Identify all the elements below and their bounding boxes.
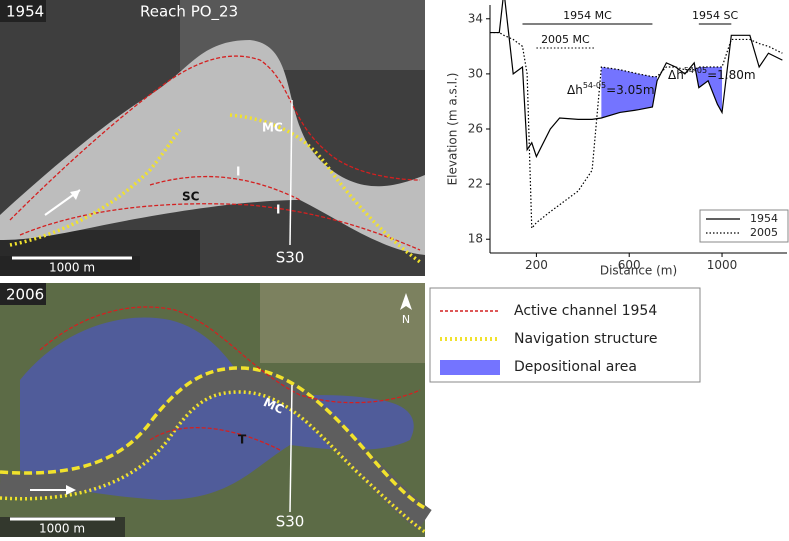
y-tick-label: 26 <box>468 122 483 136</box>
delta-label: Δh54-05=1.80m <box>668 66 756 82</box>
delta-symbol: Δh <box>668 68 684 82</box>
year-label: 1954 <box>6 3 44 21</box>
delta-label: Δh54-05=3.05m <box>567 81 655 97</box>
aerial-2006: 2006 MC T S30 N 1000 m <box>0 283 425 537</box>
channel-label: SC <box>182 190 200 204</box>
legend-label: 2005 <box>750 226 778 239</box>
island-label: I <box>276 203 280 217</box>
span-label: 1954 SC <box>692 9 738 22</box>
section-label: S30 <box>276 513 305 531</box>
span-label: 1954 MC <box>563 9 612 22</box>
fields <box>260 283 425 363</box>
legend-label: 1954 <box>750 212 778 225</box>
delta-symbol: Δh <box>567 83 583 97</box>
delta-superscript: 54-05 <box>684 66 707 75</box>
north-label: N <box>402 313 410 326</box>
x-tick-label: 1000 <box>707 258 738 272</box>
y-tick-label: 18 <box>468 232 483 246</box>
delta-value: =3.05m <box>606 83 654 97</box>
year-label: 2006 <box>6 286 44 304</box>
legend-label: Navigation structure <box>514 331 658 347</box>
y-tick-label: 30 <box>468 66 483 80</box>
span-label: 2005 MC <box>541 33 590 46</box>
series-line <box>490 33 782 229</box>
legend-label: Depositional area <box>514 359 637 375</box>
reach-label: Reach PO_23 <box>140 3 238 22</box>
channel-label: MC <box>262 121 283 135</box>
y-tick-label: 22 <box>468 177 483 191</box>
delta-value: =1.80m <box>707 68 755 82</box>
island-label: I <box>236 165 240 179</box>
island-label: T <box>238 433 247 447</box>
y-tick-label: 34 <box>468 11 483 25</box>
delta-superscript: 54-05 <box>583 81 606 90</box>
aerial-1954: 1954 Reach PO_23 MC SC I I S30 1000 m <box>0 0 425 276</box>
y-axis-label: Elevation (m a.s.l.) <box>446 73 460 186</box>
legend-swatch <box>440 360 500 375</box>
x-tick-label: 200 <box>525 258 548 272</box>
legend-label: Active channel 1954 <box>514 303 657 319</box>
section-label: S30 <box>276 249 305 267</box>
map-legend: Active channel 1954 Navigation structure… <box>430 288 700 382</box>
scale-label: 1000 m <box>39 522 85 536</box>
scale-label: 1000 m <box>49 261 95 275</box>
x-axis-label: Distance (m) <box>600 264 677 278</box>
figure: 1954 Reach PO_23 MC SC I I S30 1000 m 20… <box>0 0 789 537</box>
